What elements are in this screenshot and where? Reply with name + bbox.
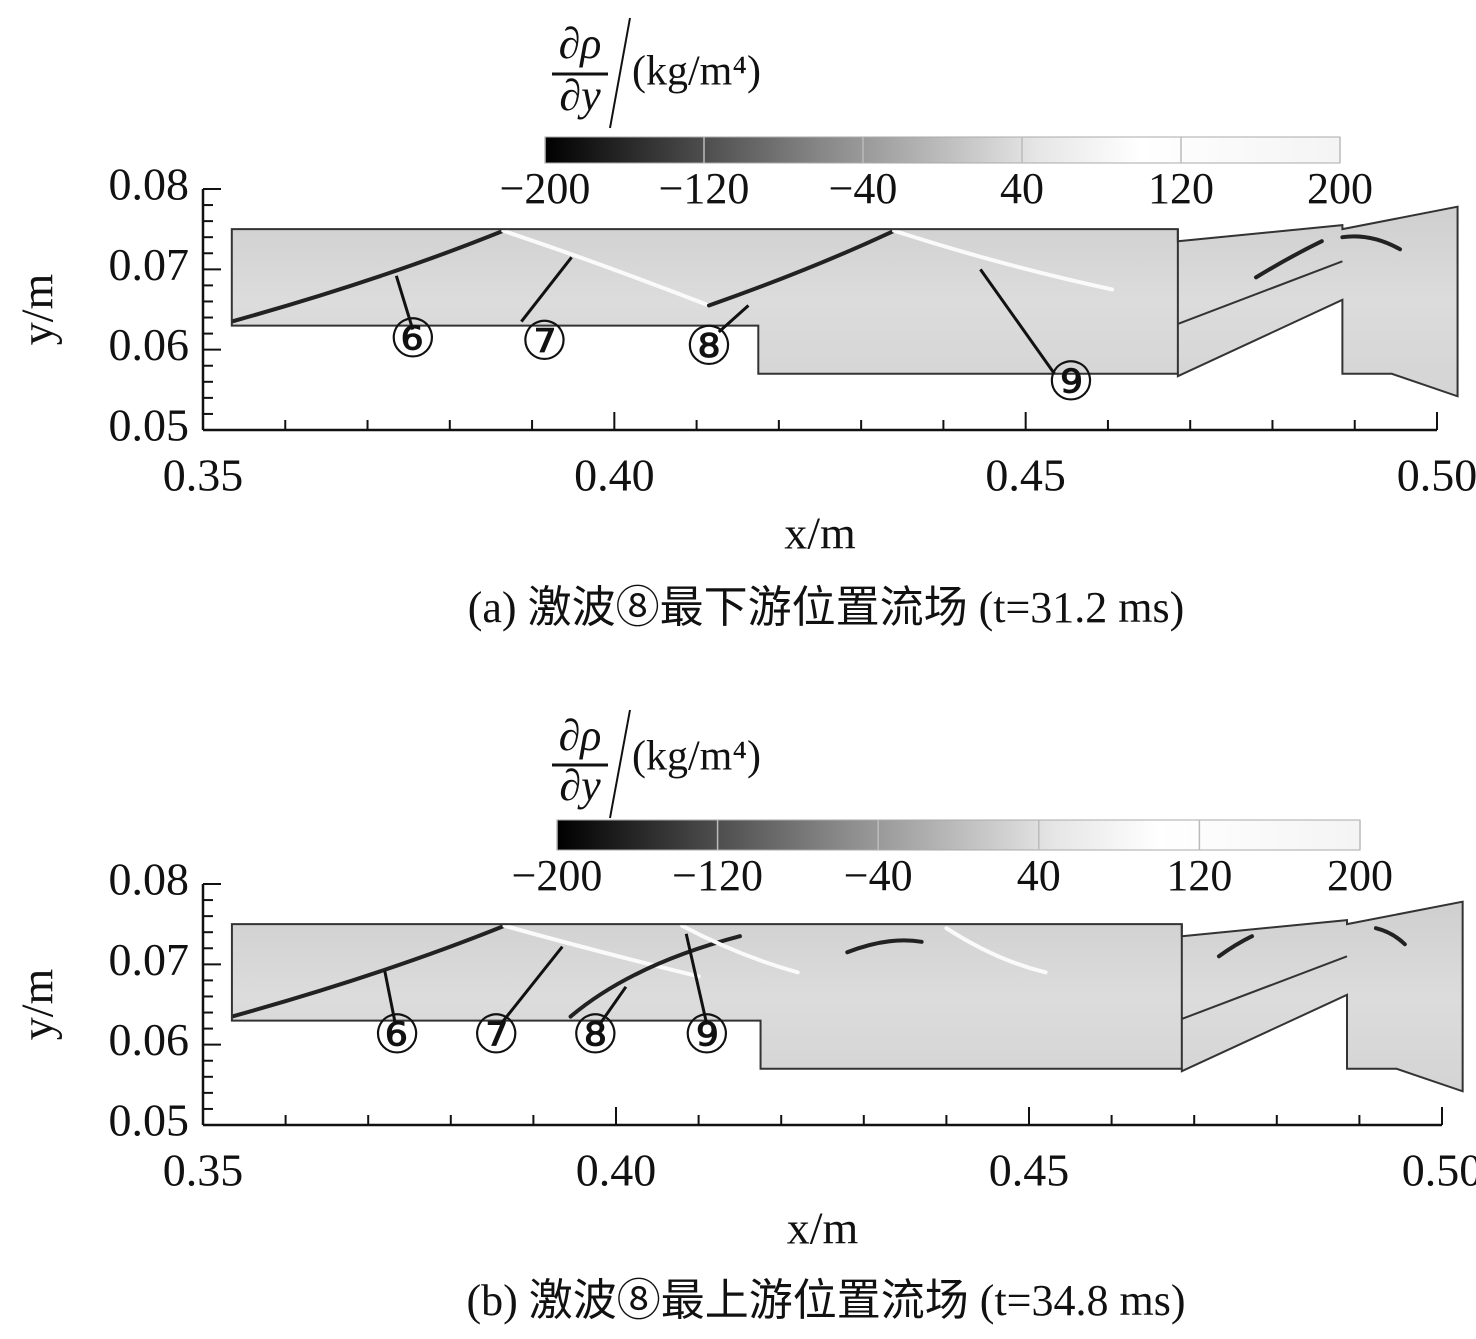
colorbar-tick-label: 200 <box>1327 851 1393 900</box>
annotation-leader <box>383 970 397 1025</box>
shock <box>1340 234 1402 252</box>
x-tick-label: 0.35 <box>163 450 244 501</box>
y-tick-label: 0.07 <box>109 239 190 290</box>
shock <box>1373 926 1407 947</box>
shock <box>680 923 800 975</box>
flow-field <box>231 206 1458 397</box>
inner-wall <box>1177 260 1343 325</box>
annotation: ⑦ <box>472 1005 520 1065</box>
slash <box>609 17 631 129</box>
annotation-leader <box>394 275 415 331</box>
annotation-leader <box>979 268 1056 375</box>
colorbar-tick-label: 120 <box>1166 851 1232 900</box>
y-tick-label: 0.05 <box>109 1095 190 1146</box>
colorbar-tick-label: 40 <box>1017 851 1061 900</box>
colorbar-denominator: ∂y <box>559 761 601 810</box>
domain-outline <box>230 900 1464 1093</box>
shock <box>231 228 506 324</box>
x-tick-label: 0.45 <box>985 450 1066 501</box>
colorbar-tick-label: −40 <box>829 164 898 213</box>
annotation: ⑧ <box>571 1005 619 1065</box>
x-axis-label: x/m <box>787 1203 859 1254</box>
caption: (a) 激波⑧最下游位置流场 (t=31.2 ms) <box>468 583 1185 632</box>
annotation: ⑥ <box>373 1005 421 1065</box>
shock <box>944 926 1048 975</box>
x-tick-label: 0.40 <box>574 450 655 501</box>
x-tick-label: 0.50 <box>1402 1145 1476 1196</box>
domain-outline <box>230 205 1459 398</box>
panel: ∂ρ∂y (kg/m⁴) −200 −120 −40 40 120 200 0.35 0.40 0.… <box>12 17 1476 632</box>
colorbar-tick-label: 120 <box>1148 164 1214 213</box>
x-axis-label: x/m <box>784 508 856 559</box>
shock <box>502 923 701 979</box>
x-tick-label: 0.45 <box>989 1145 1070 1196</box>
annotation-leader <box>520 256 573 323</box>
colorbar <box>544 136 1341 164</box>
colorbar-denominator: ∂y <box>559 71 601 120</box>
caption: (b) 激波⑧最上游位置流场 (t=34.8 ms) <box>467 1276 1186 1325</box>
shock <box>501 228 711 308</box>
colorbar-tick-label: 200 <box>1307 164 1373 213</box>
x-tick-label: 0.35 <box>163 1145 244 1196</box>
y-tick-label: 0.06 <box>109 1014 190 1065</box>
y-axis-label: y/m <box>12 969 63 1041</box>
y-tick-label: 0.08 <box>109 159 190 210</box>
colorbar-tick-label: −120 <box>672 851 763 900</box>
panel: ∂ρ∂y (kg/m⁴) −200 −120 −40 40 120 200 0.35 0.40 0.… <box>12 709 1476 1325</box>
colorbar-tick-label: −120 <box>659 164 750 213</box>
annotation-leader <box>598 985 628 1026</box>
field-fill <box>231 206 1458 397</box>
y-tick-label: 0.07 <box>109 934 190 985</box>
inner-wall <box>1181 955 1348 1020</box>
colorbar-tick-label: −200 <box>512 851 603 900</box>
y-tick-label: 0.08 <box>109 854 190 905</box>
colorbar-tick-label: −40 <box>844 851 913 900</box>
annotation-leader <box>684 933 709 1025</box>
y-tick-label: 0.06 <box>109 319 190 370</box>
annotation: ⑥ <box>389 309 437 369</box>
shock <box>231 923 507 1019</box>
colorbar-numerator: ∂ρ <box>559 711 602 760</box>
colorbar-unit: (kg/m⁴) <box>632 49 761 95</box>
y-axis-label: y/m <box>12 274 63 346</box>
x-tick-label: 0.40 <box>576 1145 657 1196</box>
x-tick-label: 0.50 <box>1397 450 1476 501</box>
y-tick-label: 0.05 <box>109 400 190 451</box>
shock <box>892 228 1115 292</box>
annotation-leader <box>499 945 564 1026</box>
shock <box>1254 239 1324 280</box>
annotation: ⑨ <box>1047 352 1095 412</box>
field-fill <box>231 901 1463 1092</box>
annotation: ⑧ <box>685 316 733 376</box>
colorbar <box>556 819 1361 851</box>
colorbar-tick-label: −200 <box>500 164 591 213</box>
flow-field <box>231 901 1463 1092</box>
colorbar-tick-label: 40 <box>1000 164 1044 213</box>
shock <box>1216 934 1255 959</box>
annotation-leader <box>717 304 750 334</box>
colorbar-numerator: ∂ρ <box>559 19 602 68</box>
colorbar-unit: (kg/m⁴) <box>632 734 761 780</box>
shock <box>706 228 897 308</box>
shock <box>845 938 924 955</box>
annotation: ⑨ <box>683 1005 731 1065</box>
slash <box>609 709 631 819</box>
annotation: ⑦ <box>520 312 568 372</box>
